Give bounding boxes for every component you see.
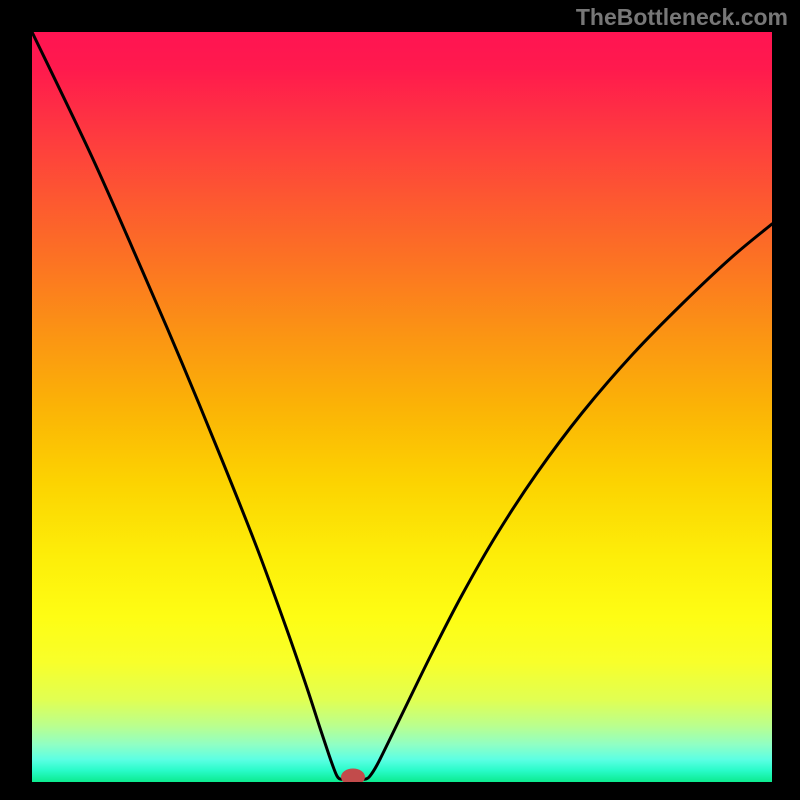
chart-container: TheBottleneck.com xyxy=(0,0,800,800)
border-right xyxy=(772,0,800,800)
watermark-text: TheBottleneck.com xyxy=(576,4,788,31)
border-bottom xyxy=(0,782,800,800)
plot-background xyxy=(32,32,772,782)
border-left xyxy=(0,0,32,800)
bottleneck-chart xyxy=(0,0,800,800)
